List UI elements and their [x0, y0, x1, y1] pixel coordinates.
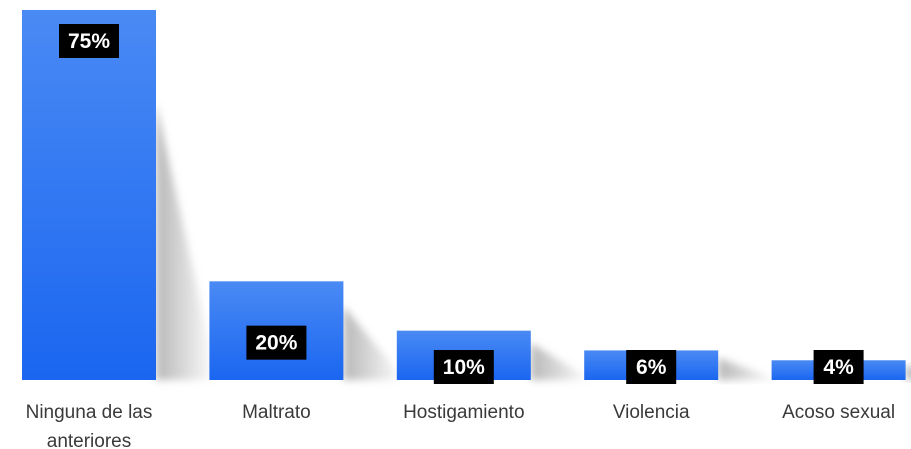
- bar-shadow: [718, 357, 779, 380]
- value-label-box: [626, 350, 677, 384]
- value-label-box: [433, 350, 494, 384]
- value-label: 75%: [68, 30, 110, 53]
- bar-shadow: [530, 343, 591, 380]
- category-label: Maltrato: [242, 402, 311, 423]
- category-label: Hostigamiento: [403, 402, 524, 423]
- value-label: 10%: [443, 356, 485, 379]
- value-label-box: [59, 24, 119, 58]
- category-label: Acoso sexual: [782, 402, 895, 423]
- category-label: Ninguna de las: [26, 402, 153, 423]
- bar-shadow: [343, 306, 404, 380]
- value-label: 20%: [255, 332, 297, 355]
- category-label: anteriores: [47, 431, 132, 449]
- bar-shadow: [156, 102, 216, 380]
- category-label: Violencia: [613, 402, 690, 423]
- bar-0: [22, 10, 156, 380]
- bar-shadows: [156, 102, 911, 380]
- bar-shadow: [905, 365, 911, 380]
- value-label-box: [813, 350, 864, 384]
- value-labels-group: 75% 20% 10% 6% 4%: [59, 24, 864, 384]
- value-label: 4%: [823, 356, 854, 379]
- value-label-box: [246, 325, 307, 360]
- category-labels-group: Ninguna de las anteriores Maltrato Hostigam…: [26, 402, 895, 449]
- bars-group: [22, 10, 906, 380]
- value-label: 6%: [636, 356, 667, 379]
